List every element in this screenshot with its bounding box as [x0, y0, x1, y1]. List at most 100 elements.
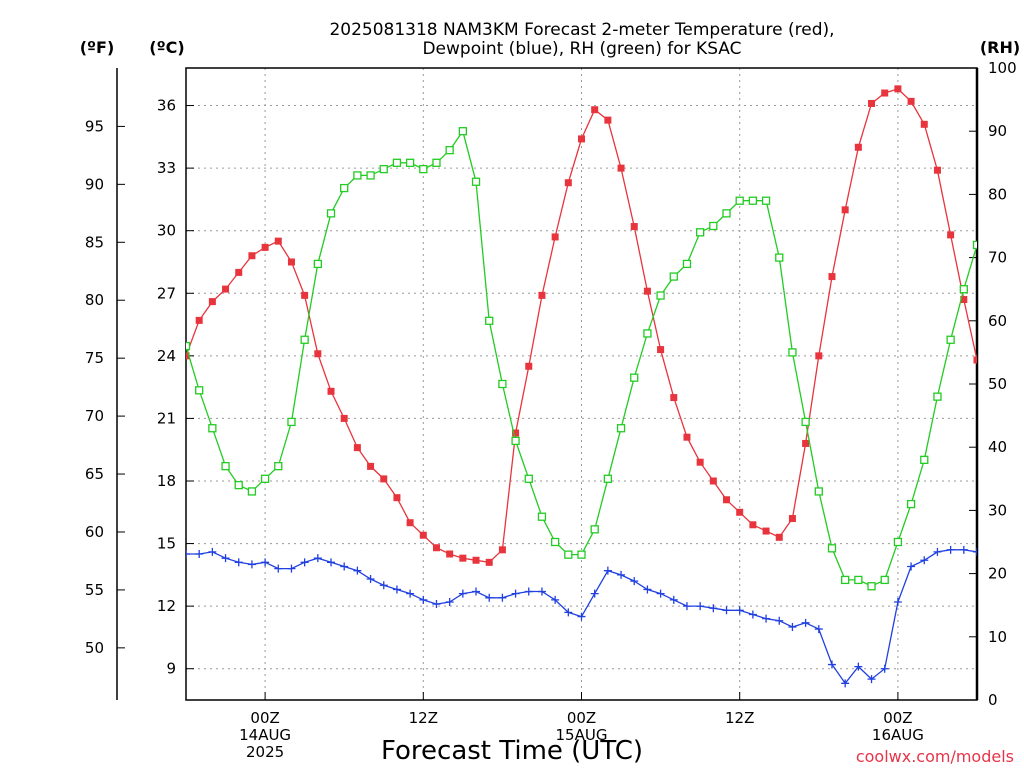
rh-point: [656, 291, 665, 300]
axes: [116, 67, 979, 701]
dewpoint-point: [669, 595, 678, 604]
fahrenheit-tick-label: 55: [85, 581, 104, 599]
rh-point: [814, 487, 823, 496]
x-tick-label: 12Z: [725, 709, 754, 727]
rh-point: [696, 228, 705, 237]
temperature-point: [327, 387, 335, 395]
temperature-point: [301, 291, 309, 299]
dewpoint-point: [959, 545, 968, 554]
rh-tick-label: 50: [988, 375, 1007, 393]
temperature-point: [472, 556, 480, 564]
temperature-point: [696, 458, 704, 466]
celsius-tick-label: 36: [157, 97, 176, 115]
temperature-point: [485, 558, 493, 566]
temperature-point: [525, 362, 533, 370]
dewpoint-point: [946, 545, 955, 554]
dewpoint-point: [722, 606, 731, 615]
dewpoint-point: [986, 550, 994, 558]
series-line: [186, 549, 977, 685]
dewpoint-point: [524, 587, 533, 596]
celsius-tick-label: 21: [157, 409, 176, 427]
dewpoint-point: [920, 556, 929, 565]
dewpoint-point: [907, 562, 916, 571]
rh-point: [761, 196, 771, 205]
temperature-point: [235, 268, 243, 276]
series-group: [186, 127, 977, 591]
series-group: [186, 545, 994, 688]
dewpoint-point: [551, 595, 560, 604]
temperature-point: [380, 475, 388, 483]
rh-point: [893, 537, 903, 547]
rh-tick-label: 30: [988, 501, 1007, 519]
dewpoint-point: [537, 587, 546, 596]
dewpoint-point: [445, 597, 454, 606]
dewpoint-point: [287, 564, 296, 573]
dewpoint-point: [880, 664, 889, 673]
temperature-point: [432, 544, 440, 552]
series-line: [186, 129, 977, 587]
rh-tick-label: 80: [988, 185, 1007, 203]
temperature-point: [314, 350, 322, 358]
temperature-point: [683, 433, 691, 441]
rh-point: [722, 209, 731, 218]
rh-point: [788, 348, 797, 357]
temperature-point: [604, 116, 612, 124]
rh-point: [419, 164, 428, 174]
dewpoint-point: [432, 600, 441, 609]
temperature-point: [657, 346, 665, 354]
dewpoint-point: [643, 585, 652, 594]
rh-point: [748, 196, 758, 205]
fahrenheit-tick-label: 65: [85, 465, 104, 483]
rh-point: [326, 209, 336, 218]
celsius-tick-label: 30: [157, 222, 176, 240]
rh-point: [827, 544, 837, 553]
dewpoint-point: [814, 625, 823, 634]
temperature-point: [828, 273, 836, 281]
rh-point: [801, 417, 810, 427]
rh-point: [405, 158, 415, 167]
temperature-point: [564, 179, 572, 187]
rh-point: [880, 575, 889, 585]
celsius-tick-label: 33: [157, 159, 176, 177]
dewpoint-point: [379, 581, 388, 590]
fahrenheit-tick-label: 50: [85, 639, 104, 657]
x-tick-label: 00Z: [250, 709, 279, 727]
temperature-point: [393, 494, 401, 502]
fahrenheit-unit-label: (ºF): [80, 38, 115, 57]
temperature-point: [973, 356, 977, 364]
temperature-point: [406, 519, 414, 527]
dewpoint-point: [392, 585, 401, 594]
temperature-point: [907, 97, 915, 105]
celsius-tick-label: 15: [157, 535, 176, 553]
rh-tick-label: 10: [988, 628, 1007, 646]
rh-point: [260, 474, 270, 483]
temperature-point: [591, 106, 599, 114]
dewpoint-point: [617, 570, 626, 579]
rh-point: [775, 253, 784, 262]
temperature-point: [933, 166, 941, 174]
dewpoint-point: [577, 612, 586, 621]
celsius-unit-label: (ºC): [149, 38, 184, 57]
rh-point: [195, 386, 204, 395]
x-axis-label: Forecast Time (UTC): [381, 736, 643, 766]
rh-point: [630, 373, 639, 382]
rh-point: [841, 575, 850, 585]
dewpoint-point: [656, 589, 665, 598]
dewpoint-point: [195, 549, 204, 558]
temperature-point: [643, 287, 651, 295]
dewpoint-point: [353, 566, 362, 575]
temperature-point: [987, 394, 994, 401]
rh-point: [669, 272, 678, 281]
rh-point: [313, 259, 322, 269]
dewpoint-point: [419, 595, 428, 604]
rh-point: [366, 171, 375, 180]
dewpoint-point: [762, 614, 771, 623]
rh-point: [616, 424, 626, 433]
rh-point: [972, 240, 977, 250]
dewpoint-point: [893, 597, 902, 606]
rh-point: [379, 164, 388, 174]
temperature-point: [340, 414, 348, 422]
series-group: [186, 85, 994, 566]
temperature-point: [186, 352, 190, 360]
